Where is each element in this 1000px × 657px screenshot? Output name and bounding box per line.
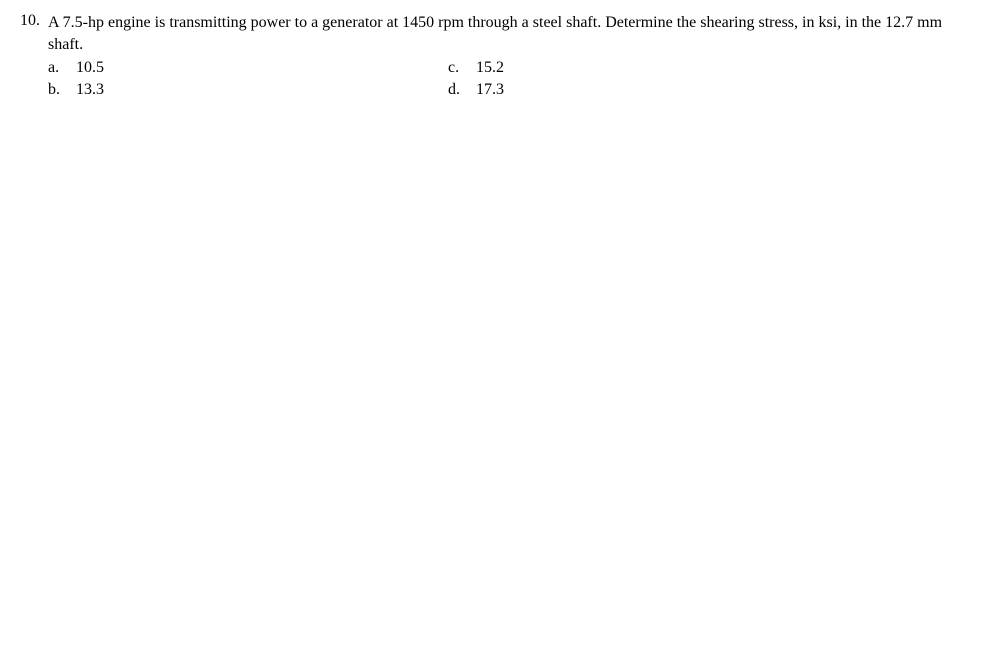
option-value: 10.5 xyxy=(76,57,104,79)
option-c: c. 15.2 xyxy=(448,57,504,79)
question-number: 10. xyxy=(8,12,48,30)
option-a: a. 10.5 xyxy=(48,57,448,79)
question-text: A 7.5-hp engine is transmitting power to… xyxy=(48,12,1000,55)
option-d: d. 17.3 xyxy=(448,79,504,101)
question-body: A 7.5-hp engine is transmitting power to… xyxy=(48,12,1000,100)
option-letter: c. xyxy=(448,57,476,79)
options-column-right: c. 15.2 d. 17.3 xyxy=(448,57,504,100)
options-column-left: a. 10.5 b. 13.3 xyxy=(48,57,448,100)
option-letter: b. xyxy=(48,79,76,101)
option-letter: a. xyxy=(48,57,76,79)
option-value: 13.3 xyxy=(76,79,104,101)
option-b: b. 13.3 xyxy=(48,79,448,101)
option-value: 15.2 xyxy=(476,57,504,79)
option-value: 17.3 xyxy=(476,79,504,101)
option-letter: d. xyxy=(448,79,476,101)
options-grid: a. 10.5 b. 13.3 c. 15.2 d. 17.3 xyxy=(48,57,1000,100)
question-container: 10. A 7.5-hp engine is transmitting powe… xyxy=(0,12,1000,100)
